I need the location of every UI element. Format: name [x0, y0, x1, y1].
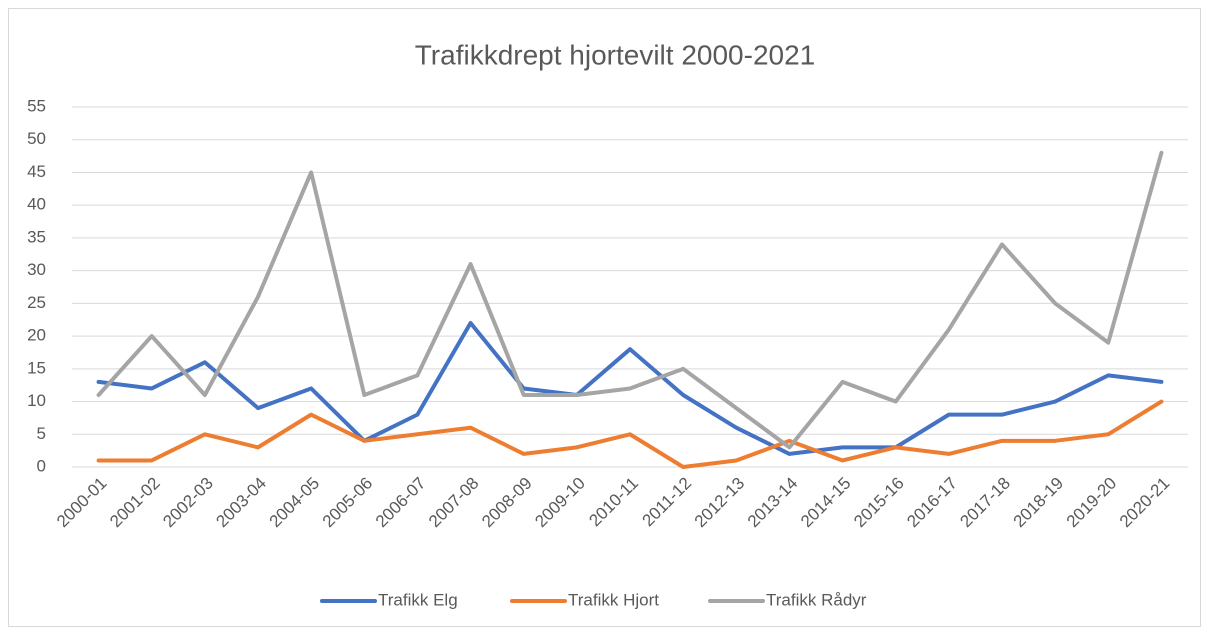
- y-tick-label: 40: [27, 195, 46, 214]
- y-tick-label: 20: [27, 326, 46, 345]
- y-tick-label: 25: [27, 293, 46, 312]
- chart-title: Trafikkdrept hjortevilt 2000-2021: [415, 39, 816, 70]
- series-line: [96, 150, 1164, 450]
- y-tick-label: 50: [27, 129, 46, 148]
- chart-border: [8, 8, 1201, 627]
- y-tick-label: 55: [27, 96, 46, 115]
- legend-label: Trafikk Rådyr: [766, 590, 867, 609]
- legend-label: Trafikk Hjort: [568, 590, 659, 609]
- y-tick-label: 5: [37, 424, 46, 443]
- series-line: [96, 399, 1164, 469]
- y-tick-label: 45: [27, 162, 46, 181]
- y-tick-label: 35: [27, 227, 46, 246]
- series-line: [96, 321, 1164, 456]
- legend-label: Trafikk Elg: [378, 590, 458, 609]
- y-tick-label: 10: [27, 391, 46, 410]
- y-tick-label: 30: [27, 260, 46, 279]
- y-tick-label: 0: [37, 456, 46, 475]
- y-tick-label: 15: [27, 358, 46, 377]
